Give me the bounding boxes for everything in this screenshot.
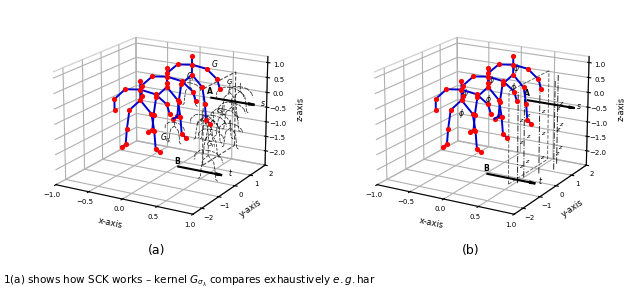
X-axis label: x-axis: x-axis	[419, 216, 445, 230]
Text: 1(a) shows how SCK works – kernel $G_{\sigma_\lambda}$ compares exhaustively $e.: 1(a) shows how SCK works – kernel $G_{\s…	[3, 274, 376, 287]
Y-axis label: y-axis: y-axis	[559, 198, 585, 219]
Y-axis label: y-axis: y-axis	[238, 198, 264, 219]
Text: (b): (b)	[461, 244, 479, 257]
X-axis label: x-axis: x-axis	[97, 216, 124, 230]
Text: (a): (a)	[148, 244, 166, 257]
